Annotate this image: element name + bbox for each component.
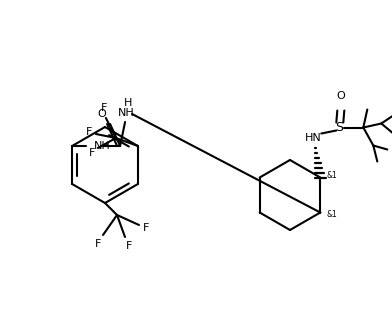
Text: F: F (89, 148, 95, 158)
Text: NH: NH (118, 108, 134, 118)
Text: NH: NH (94, 141, 111, 151)
Text: &1: &1 (326, 171, 337, 180)
Text: F: F (101, 103, 107, 113)
Text: S: S (335, 121, 343, 134)
Text: HN: HN (305, 132, 322, 142)
Text: H: H (124, 98, 132, 108)
Text: F: F (143, 223, 149, 233)
Text: O: O (336, 91, 345, 101)
Text: F: F (95, 239, 101, 249)
Text: &1: &1 (326, 210, 337, 219)
Text: F: F (86, 127, 92, 137)
Text: O: O (98, 109, 107, 119)
Text: F: F (126, 241, 132, 251)
